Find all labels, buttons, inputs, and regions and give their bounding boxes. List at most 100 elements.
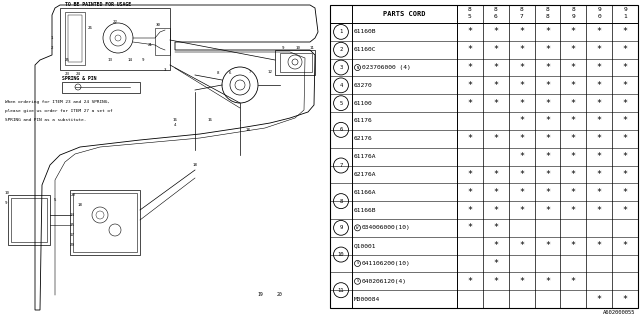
Text: *: *	[519, 205, 524, 214]
Text: *: *	[467, 63, 472, 72]
Text: *: *	[519, 45, 524, 54]
Text: 24: 24	[76, 72, 81, 76]
Text: *: *	[467, 223, 472, 232]
Text: *: *	[571, 63, 576, 72]
Text: *: *	[623, 205, 628, 214]
Text: *: *	[545, 188, 550, 197]
Text: *: *	[545, 241, 550, 250]
Text: *: *	[571, 134, 576, 143]
Text: 61166A: 61166A	[354, 190, 376, 195]
Text: 26: 26	[88, 26, 93, 30]
Text: *: *	[545, 28, 550, 36]
Text: *: *	[545, 170, 550, 179]
Text: *: *	[623, 134, 628, 143]
Text: 14: 14	[127, 58, 132, 62]
Text: 8: 8	[572, 7, 575, 12]
Text: 040206120(4): 040206120(4)	[362, 279, 407, 284]
Text: *: *	[493, 188, 499, 197]
Text: *: *	[571, 205, 576, 214]
Text: *: *	[545, 99, 550, 108]
Text: *: *	[519, 81, 524, 90]
Text: *: *	[571, 99, 576, 108]
Text: *: *	[493, 259, 499, 268]
Text: *: *	[571, 116, 576, 125]
Text: *: *	[623, 116, 628, 125]
Text: 8: 8	[468, 7, 472, 12]
Text: *: *	[493, 28, 499, 36]
Text: *: *	[519, 99, 524, 108]
Text: 23: 23	[65, 72, 70, 76]
Text: 15: 15	[70, 223, 74, 227]
Text: 4: 4	[339, 83, 342, 88]
Text: *: *	[493, 223, 499, 232]
Text: 61176A: 61176A	[354, 154, 376, 159]
Text: W: W	[356, 226, 358, 230]
Text: PARTS CORD: PARTS CORD	[383, 11, 426, 17]
Text: 9: 9	[5, 201, 8, 205]
Text: 61166B: 61166B	[354, 208, 376, 212]
Text: 29: 29	[70, 243, 74, 247]
Text: *: *	[596, 63, 602, 72]
Text: 62176: 62176	[354, 136, 372, 141]
Text: *: *	[519, 116, 524, 125]
Text: 14: 14	[70, 213, 74, 217]
Text: 16: 16	[173, 118, 177, 122]
Text: *: *	[493, 63, 499, 72]
Text: 9: 9	[339, 225, 342, 230]
Text: 3: 3	[339, 65, 342, 70]
Text: *: *	[571, 188, 576, 197]
Text: 3: 3	[164, 68, 166, 72]
Text: please give us order for ITEM 27 a set of: please give us order for ITEM 27 a set o…	[5, 109, 113, 113]
Text: *: *	[596, 205, 602, 214]
Text: 5: 5	[468, 14, 472, 19]
Text: *: *	[623, 241, 628, 250]
Text: *: *	[545, 45, 550, 54]
Text: *: *	[545, 81, 550, 90]
Text: 10: 10	[338, 252, 344, 257]
Text: 9: 9	[623, 7, 627, 12]
Text: 5: 5	[54, 198, 56, 202]
Text: *: *	[623, 99, 628, 108]
Text: *: *	[519, 63, 524, 72]
Text: *: *	[519, 28, 524, 36]
Text: 7: 7	[249, 70, 252, 74]
Text: *: *	[467, 28, 472, 36]
Text: *: *	[545, 152, 550, 161]
Text: 9: 9	[141, 58, 144, 62]
Text: *: *	[596, 152, 602, 161]
Text: 19: 19	[257, 292, 263, 298]
Text: *: *	[571, 81, 576, 90]
Text: *: *	[596, 295, 602, 304]
Text: *: *	[571, 45, 576, 54]
Text: 30: 30	[156, 23, 161, 27]
Text: 8: 8	[217, 71, 220, 75]
Text: *: *	[596, 134, 602, 143]
Text: When ordering for ITEM 23 and 24 SPRING,: When ordering for ITEM 23 and 24 SPRING,	[5, 100, 110, 104]
Text: *: *	[571, 241, 576, 250]
Text: 18: 18	[193, 163, 198, 167]
Text: *: *	[519, 277, 524, 286]
Text: *: *	[493, 99, 499, 108]
Text: 6: 6	[339, 127, 342, 132]
Text: *: *	[467, 81, 472, 90]
Text: *: *	[623, 188, 628, 197]
Text: A602000055: A602000055	[602, 310, 635, 315]
Text: *: *	[623, 295, 628, 304]
Text: *: *	[519, 152, 524, 161]
Text: 62176A: 62176A	[354, 172, 376, 177]
Text: 11: 11	[310, 46, 314, 50]
Text: *: *	[623, 45, 628, 54]
Text: *: *	[493, 277, 499, 286]
Text: 1: 1	[51, 36, 53, 40]
Text: *: *	[571, 277, 576, 286]
Text: *: *	[596, 241, 602, 250]
Text: *: *	[623, 170, 628, 179]
Text: 0: 0	[597, 14, 601, 19]
Text: *: *	[596, 28, 602, 36]
Text: *: *	[519, 170, 524, 179]
Text: 8: 8	[494, 7, 498, 12]
Text: *: *	[467, 45, 472, 54]
Text: SPRING and PIN as a substitute.: SPRING and PIN as a substitute.	[5, 118, 86, 122]
Text: 25: 25	[65, 58, 70, 62]
Text: TO BE PAINTED FOR USAGE: TO BE PAINTED FOR USAGE	[65, 2, 131, 6]
